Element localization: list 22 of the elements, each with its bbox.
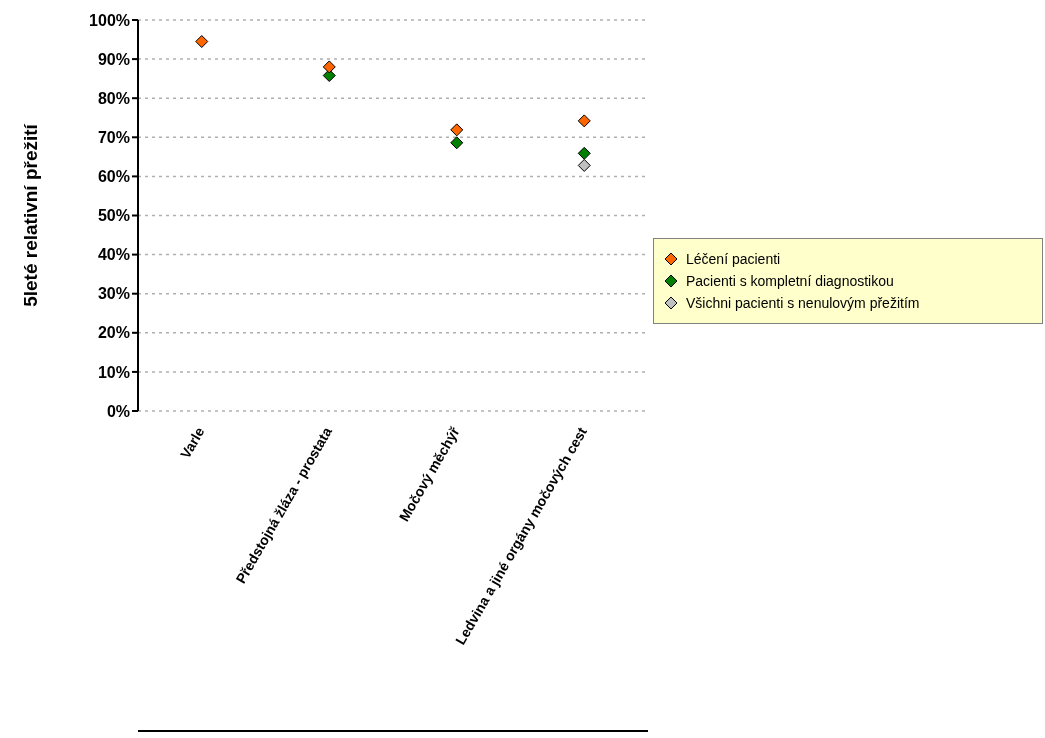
point — [577, 114, 591, 128]
y-tick-label: 100% — [89, 11, 130, 29]
point — [195, 35, 209, 49]
y-tick-label: 20% — [97, 324, 130, 342]
y-tick-label: 10% — [97, 363, 130, 381]
y-tick-label: 80% — [97, 89, 130, 107]
y-tick-label: 50% — [97, 207, 130, 225]
y-tick-label: 60% — [97, 168, 130, 186]
y-tick-label: 30% — [97, 285, 130, 303]
y-tick-label: 90% — [97, 50, 130, 68]
legend-label: Pacienti s kompletní diagnostikou — [686, 273, 894, 289]
y-tick-label: 40% — [97, 246, 130, 264]
y-axis-title: 5leté relativní přežití — [19, 123, 41, 307]
point — [577, 158, 591, 172]
y-tick-label: 0% — [106, 402, 130, 420]
point — [450, 136, 464, 150]
legend-label: Léčení pacienti — [686, 251, 781, 267]
y-tick-label: 70% — [97, 128, 130, 146]
point — [450, 123, 464, 137]
point — [322, 60, 336, 74]
legend-label: Všichni pacienti s nenulovým přežitím — [686, 295, 920, 311]
point — [577, 146, 591, 160]
